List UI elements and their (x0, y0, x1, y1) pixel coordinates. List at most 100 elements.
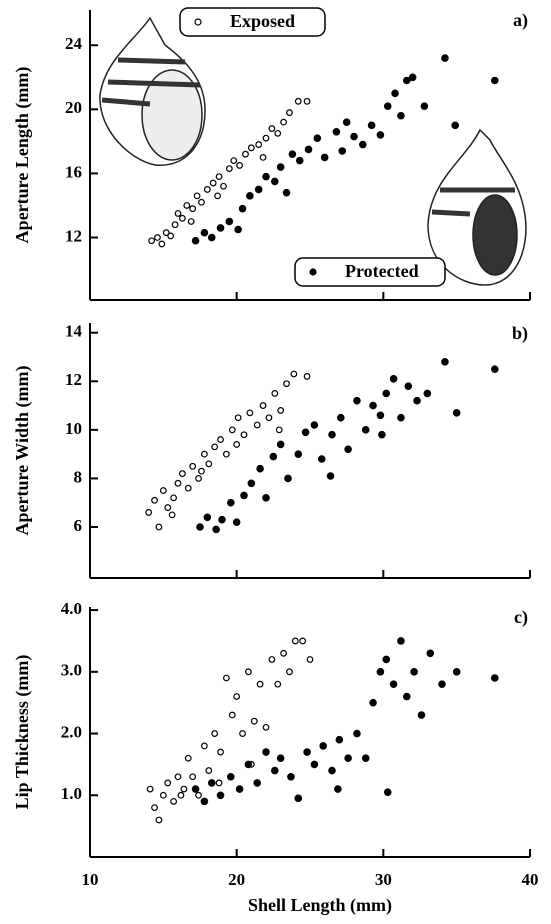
data-point (222, 674, 230, 682)
data-point (148, 237, 156, 245)
data-point (262, 134, 270, 142)
data-point (195, 791, 202, 799)
data-point (389, 680, 398, 688)
data-point (250, 717, 258, 725)
data-point (209, 179, 217, 187)
data-point (216, 224, 225, 232)
data-point (490, 76, 499, 85)
data-point (170, 798, 178, 805)
data-point (369, 698, 377, 707)
panel-label: c) (514, 607, 528, 628)
data-point (367, 121, 376, 130)
data-point (452, 409, 461, 417)
data-point (350, 132, 358, 141)
data-point (205, 460, 213, 468)
data-point (214, 192, 222, 200)
data-point (222, 450, 230, 458)
data-point (203, 513, 212, 522)
data-point (198, 467, 205, 475)
data-point (338, 147, 347, 155)
data-point (262, 494, 270, 502)
data-point (274, 680, 282, 688)
data-point (417, 711, 426, 719)
data-point (217, 748, 224, 756)
x-tick-label: 20 (228, 870, 245, 889)
data-point (155, 523, 163, 531)
data-point (369, 401, 377, 410)
data-point (383, 788, 392, 796)
y-axis-label: Lip Thickness (mm) (12, 655, 33, 810)
data-point (216, 791, 225, 800)
data-point (290, 370, 298, 378)
data-point (280, 649, 288, 657)
data-point (187, 218, 195, 225)
data-point (283, 380, 290, 388)
data-point (198, 198, 205, 206)
data-point (253, 421, 261, 429)
x-tick-label: 10 (82, 870, 99, 889)
data-point (382, 389, 391, 398)
y-tick-label: 12 (65, 226, 82, 245)
data-point (361, 426, 370, 434)
data-point (402, 692, 411, 701)
data-point (306, 656, 314, 663)
data-point (183, 202, 191, 209)
data-point (200, 450, 208, 458)
data-point (227, 772, 235, 781)
data-point (159, 791, 167, 799)
data-point (239, 730, 246, 737)
data-point (215, 173, 223, 181)
data-point (228, 711, 236, 719)
data-point (275, 426, 283, 434)
data-point (193, 192, 201, 200)
data-point (246, 409, 254, 417)
data-point (383, 102, 392, 110)
legend-label: Exposed (230, 11, 295, 31)
data-point (259, 154, 267, 161)
data-point (282, 188, 291, 197)
data-point (205, 767, 213, 774)
legend-box (294, 257, 446, 287)
data-point (200, 228, 209, 237)
data-point (490, 365, 499, 373)
data-point (320, 153, 329, 162)
data-point (265, 414, 273, 422)
data-point (177, 791, 185, 799)
data-point (211, 730, 219, 737)
data-point (145, 509, 153, 516)
data-point (247, 144, 255, 152)
y-tick-label: 24 (65, 34, 83, 53)
data-point (170, 494, 178, 502)
data-point (234, 225, 242, 234)
data-point (158, 240, 166, 248)
data-point (353, 396, 361, 405)
data-point (184, 754, 192, 762)
data-point (397, 637, 405, 645)
data-point (294, 97, 302, 105)
data-point (164, 504, 172, 511)
data-point (174, 210, 182, 217)
y-tick-label: 20 (65, 98, 82, 117)
data-point (334, 785, 342, 793)
data-point (164, 779, 172, 787)
data-point (189, 773, 197, 781)
data-point (287, 772, 295, 781)
data-point (276, 163, 285, 171)
y-tick-label: 10 (65, 419, 82, 438)
data-point (284, 474, 292, 483)
data-point (319, 742, 328, 750)
y-tick-label: 3.0 (61, 661, 82, 680)
data-point (207, 233, 216, 242)
data-point (174, 773, 182, 781)
data-point (191, 236, 200, 245)
data-point (146, 785, 154, 793)
data-point (490, 674, 499, 682)
data-point (238, 204, 247, 213)
data-point (220, 182, 227, 190)
data-point (242, 150, 249, 158)
data-point (276, 754, 285, 763)
data-point (246, 192, 254, 200)
data-point (303, 373, 311, 380)
data-point (225, 217, 234, 226)
x-tick-label: 40 (522, 870, 539, 889)
